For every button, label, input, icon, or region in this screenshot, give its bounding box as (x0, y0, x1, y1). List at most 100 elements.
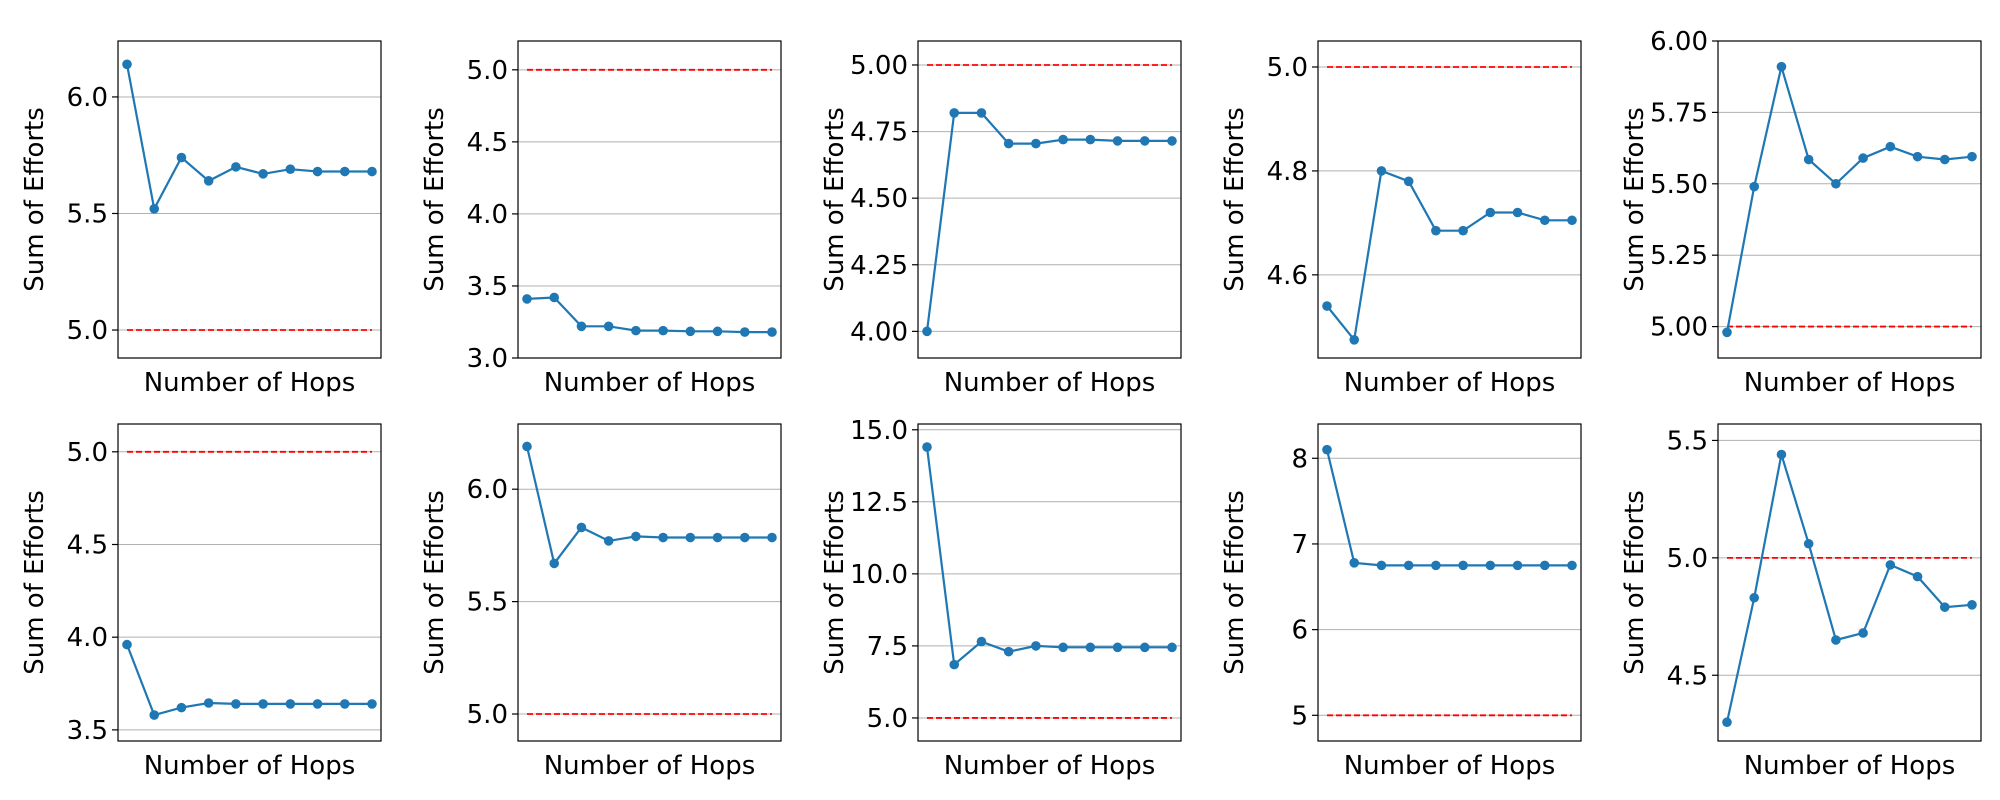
y-axis-label: Sum of Efforts (820, 490, 850, 675)
data-point (1939, 154, 1950, 165)
series-line (925, 446, 1172, 667)
data-point (1031, 641, 1041, 651)
data-point (1749, 181, 1760, 192)
series-line (1725, 454, 1973, 723)
data-point (685, 532, 696, 543)
data-point (149, 204, 160, 214)
y-tick-label: 5.0 (867, 704, 908, 734)
data-point (1003, 138, 1014, 149)
y-tick-label: 6.00 (1650, 27, 1708, 57)
data-point (203, 176, 214, 186)
data-point (1139, 642, 1150, 653)
data-point (1112, 642, 1123, 653)
data-point (685, 326, 696, 337)
data-point (1376, 560, 1387, 571)
data-point (1803, 538, 1814, 549)
y-axis-label: Sum of Efforts (20, 490, 50, 675)
y-tick-label: 12.5 (850, 488, 908, 518)
data-point (1885, 560, 1896, 570)
data-point (522, 441, 532, 452)
y-tick-label: 5.5 (467, 588, 508, 618)
subplot-8: 5.0 7.5 10.0 12.5 15.0 Number of Hops Sum of E… (820, 416, 1182, 781)
y-axis-label: Sum of Efforts (1220, 490, 1250, 675)
data-point (1431, 225, 1441, 236)
x-axis-label: Number of Hops (1744, 368, 1956, 398)
data-point (712, 326, 723, 337)
data-point (1512, 207, 1523, 218)
y-tick-label: 4.5 (467, 128, 508, 158)
data-point (1967, 600, 1977, 610)
series-line (1725, 62, 1973, 333)
subplot-10: 4.5 5.0 5.5 Number of Hops Sum of Efforts (1620, 423, 1982, 781)
y-tick-label: 4.5 (1667, 661, 1708, 691)
y-tick-label: 4.25 (850, 251, 908, 281)
data-point (1112, 136, 1123, 146)
data-point (367, 699, 377, 709)
subplot-5: 5.00 5.25 5.50 5.75 6.00 Number of Hops Sum of… (1620, 27, 1982, 398)
y-tick-label: 5.0 (467, 700, 508, 730)
y-tick-label: 4.75 (850, 118, 908, 148)
data-point (976, 108, 987, 118)
data-point (631, 325, 641, 336)
data-point (1512, 560, 1523, 571)
data-point (1058, 134, 1068, 145)
y-tick-label: 15.0 (850, 416, 908, 446)
series-line (925, 111, 1172, 332)
y-tick-label: 6.0 (67, 83, 108, 113)
subplot-6: 3.5 4.0 4.5 5.0 Number of Hops Sum of Efforts (20, 423, 382, 781)
data-point (576, 522, 587, 533)
plot-frame (117, 423, 382, 742)
y-tick-label: 3.5 (467, 272, 508, 302)
series-line (526, 296, 772, 334)
plot-frame (917, 423, 1182, 742)
y-tick-label: 4.5 (67, 530, 108, 560)
data-point (1058, 642, 1068, 653)
x-axis-label: Number of Hops (944, 751, 1156, 781)
y-tick-label: 4.0 (67, 623, 108, 653)
data-point (1885, 141, 1896, 152)
data-point (258, 169, 268, 179)
data-point (767, 327, 777, 337)
data-point (176, 702, 187, 713)
y-tick-label: 5.0 (67, 316, 108, 346)
plot-frame (117, 40, 382, 359)
y-tick-label: 5.0 (1667, 544, 1708, 574)
data-point (922, 326, 932, 337)
data-point (1167, 136, 1177, 146)
data-point (1376, 166, 1387, 176)
data-point (1749, 592, 1760, 603)
data-point (339, 699, 350, 709)
subplot-2: 3.0 3.5 4.0 4.5 5.0 Number of Hops Sum of Effo… (420, 40, 782, 398)
plot-frame (1317, 423, 1582, 742)
x-axis-label: Number of Hops (944, 368, 1156, 398)
y-axis-label: Sum of Efforts (420, 107, 450, 292)
data-point (1003, 646, 1014, 657)
data-point (949, 659, 960, 670)
data-point (1776, 449, 1787, 460)
data-point (1722, 327, 1732, 338)
y-axis-label: Sum of Efforts (1620, 107, 1650, 292)
data-point (549, 558, 560, 569)
data-point (658, 532, 668, 543)
y-tick-label: 4.0 (467, 200, 508, 230)
series-line (125, 64, 372, 213)
series-line (125, 644, 372, 717)
y-tick-label: 4.00 (850, 317, 908, 347)
data-point (176, 152, 187, 163)
data-point (1085, 134, 1096, 145)
data-point (1485, 560, 1496, 571)
x-axis-label: Number of Hops (144, 751, 356, 781)
data-point (285, 699, 296, 709)
data-point (339, 166, 350, 177)
data-point (122, 59, 132, 70)
y-tick-label: 5.00 (1650, 313, 1708, 343)
data-point (1458, 560, 1468, 571)
series-line (1325, 449, 1572, 567)
data-point (976, 636, 987, 647)
series-line (1326, 169, 1572, 343)
data-point (1831, 178, 1841, 189)
data-point (739, 532, 750, 543)
data-point (1539, 560, 1550, 571)
y-tick-label: 3.5 (67, 716, 108, 746)
data-point (285, 164, 296, 174)
